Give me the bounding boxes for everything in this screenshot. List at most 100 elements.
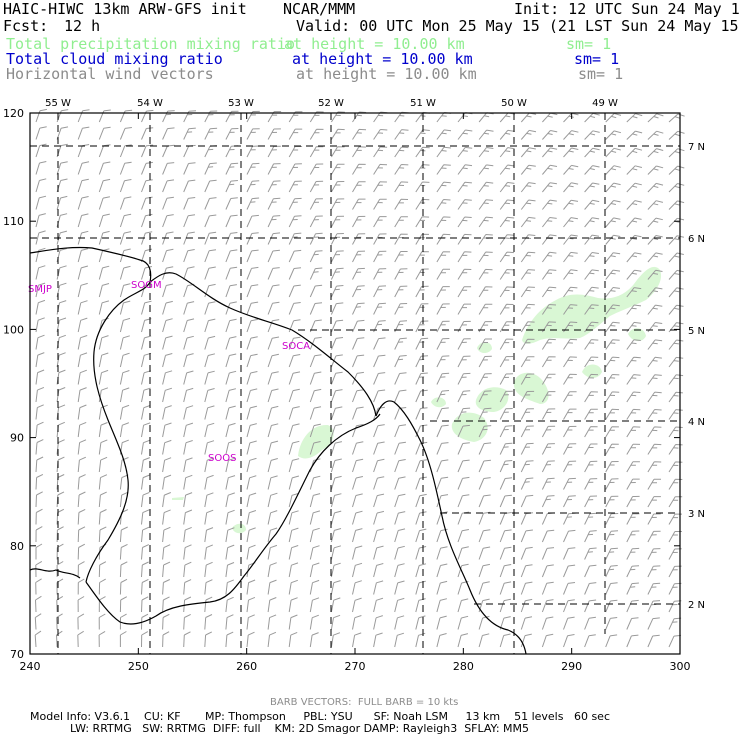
wind-barb: [246, 457, 257, 473]
wind-barb: [605, 391, 620, 403]
wind-barb: [204, 509, 214, 525]
lat-label: 2 N: [688, 600, 705, 611]
wind-barb: [542, 164, 558, 175]
wind-barb: [267, 562, 277, 578]
wind-barb: [183, 474, 193, 490]
wind-barb: [541, 547, 555, 560]
wind-barb: [520, 321, 535, 333]
wind-barb: [352, 493, 363, 508]
wind-barb: [204, 405, 215, 420]
wind-barb: [415, 476, 427, 490]
wind-barb: [246, 614, 255, 630]
wind-barb: [352, 128, 367, 140]
wind-barb: [478, 633, 490, 648]
wind-barb: [330, 580, 341, 595]
wind-barb: [478, 494, 491, 508]
wind-barb: [352, 267, 365, 280]
wind-barb: [415, 216, 430, 228]
wind-barb: [436, 528, 448, 543]
wind-barb: [162, 144, 175, 158]
wind-barb: [457, 233, 472, 245]
wind-barb: [225, 249, 238, 263]
wind-barb: [626, 165, 643, 175]
wind-barb: [183, 492, 193, 508]
wind-barb: [584, 443, 598, 455]
wind-barb: [626, 252, 642, 263]
wind-barb: [119, 613, 127, 630]
wind-barb: [225, 145, 239, 158]
wind-barb: [183, 405, 194, 420]
wind-barb: [267, 232, 281, 245]
wind-barb: [162, 474, 172, 490]
wind-barb: [141, 300, 152, 315]
precip-area: [513, 372, 549, 404]
wind-barb: [584, 495, 598, 508]
wind-barb: [77, 230, 89, 245]
wind-barb: [267, 631, 277, 648]
wind-barb: [35, 404, 44, 420]
wind-barb: [77, 526, 86, 543]
wind-barb: [119, 109, 133, 123]
wind-barb: [563, 460, 577, 473]
wind-barb: [35, 508, 43, 525]
wind-barb: [309, 388, 322, 403]
wind-barb: [330, 215, 345, 228]
wind-barb: [35, 595, 42, 613]
wind-barb: [35, 386, 45, 403]
wind-barb: [267, 423, 279, 438]
field-precip-name: Total precipitation mixing ratio: [6, 35, 295, 53]
y-tick-label: 70: [10, 648, 24, 661]
wind-barb: [373, 389, 386, 403]
wind-barb: [478, 407, 492, 420]
wind-barb: [520, 303, 535, 315]
wind-barb: [56, 265, 67, 280]
wind-barb: [162, 196, 174, 210]
wind-barb: [309, 163, 324, 175]
wind-barb: [626, 513, 640, 525]
wind-barb: [626, 582, 639, 595]
wind-barb: [352, 163, 366, 175]
precip-area: [172, 497, 184, 500]
wind-barb: [394, 355, 407, 368]
wind-barb: [457, 529, 469, 543]
wind-barb: [267, 510, 278, 525]
wind-barb: [330, 458, 342, 473]
wind-barb: [626, 478, 640, 490]
lon-label: 53 W: [228, 98, 254, 109]
wind-barb: [288, 614, 298, 630]
wind-barb: [394, 216, 408, 228]
lat-label: 3 N: [688, 509, 705, 520]
wind-barb: [56, 526, 64, 543]
wind-barb: [162, 579, 171, 595]
wind-barb: [119, 144, 132, 158]
wind-barb: [183, 579, 192, 595]
wind-barb: [204, 596, 213, 613]
wind-barb: [605, 617, 618, 630]
wind-barb: [626, 269, 642, 280]
wind-barb: [541, 616, 554, 630]
wind-barb: [647, 600, 661, 613]
wind-barb: [373, 580, 384, 595]
wind-barb: [436, 563, 448, 578]
wind-barb: [309, 406, 322, 420]
wind-barb: [141, 127, 154, 140]
wind-barb: [499, 373, 514, 385]
wind-barb: [457, 355, 471, 368]
wind-barb: [457, 459, 470, 473]
wind-barb: [162, 179, 175, 193]
wind-barb: [394, 615, 405, 630]
barb-vector-note: BARB VECTORS: FULL BARB = 10 kts: [270, 697, 459, 708]
wind-barb: [541, 495, 555, 508]
wind-barb: [647, 582, 661, 595]
wind-barb: [225, 370, 237, 385]
coastline-path: [149, 272, 377, 417]
model-info-line1: Model Info: V3.6.1 CU: KF MP: Thompson P…: [30, 710, 610, 723]
wind-barb: [141, 335, 152, 350]
wind-barb: [520, 546, 533, 560]
wind-barb: [373, 163, 388, 175]
wind-barb: [288, 267, 302, 280]
wind-barb: [415, 251, 429, 263]
wind-barb: [309, 232, 323, 245]
wind-barb: [204, 197, 217, 210]
wind-barb: [267, 319, 280, 333]
